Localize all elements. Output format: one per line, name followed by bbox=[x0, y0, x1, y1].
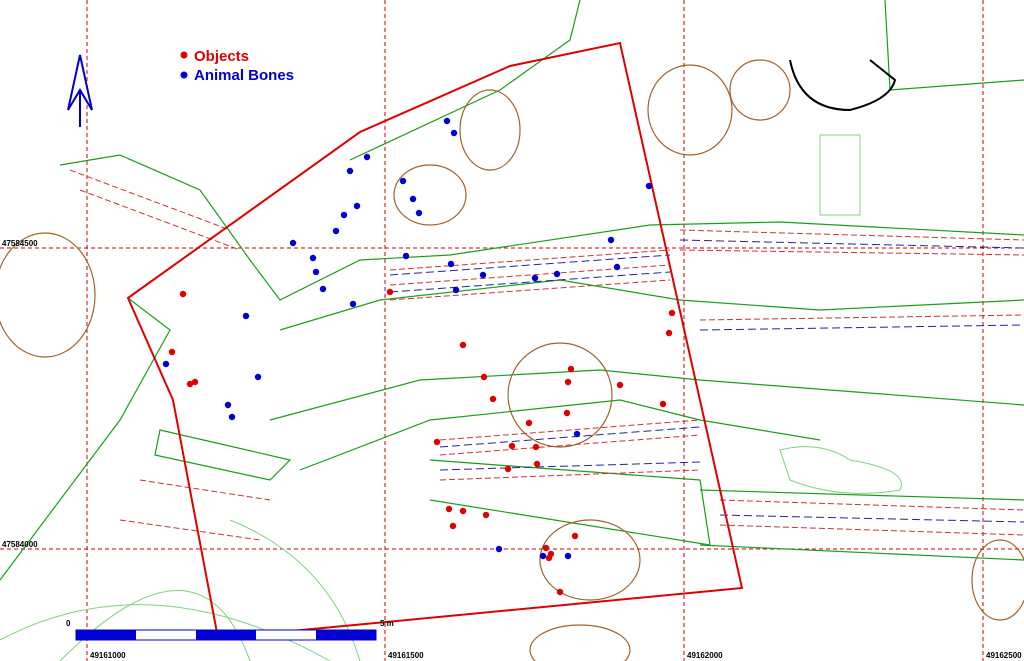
find-point bbox=[480, 373, 488, 381]
find-point bbox=[547, 550, 555, 558]
find-point bbox=[254, 373, 262, 381]
find-point bbox=[532, 443, 540, 451]
find-point bbox=[312, 268, 320, 276]
find-point bbox=[340, 211, 348, 219]
find-point bbox=[567, 365, 575, 373]
find-point bbox=[399, 177, 407, 185]
find-point bbox=[607, 236, 615, 244]
find-point bbox=[162, 360, 170, 368]
find-point bbox=[224, 401, 232, 409]
legend-marker bbox=[180, 51, 188, 59]
find-point bbox=[668, 309, 676, 317]
y-coordinate: 47584500 bbox=[2, 239, 38, 248]
find-point bbox=[495, 545, 503, 553]
find-point bbox=[564, 552, 572, 560]
find-point bbox=[186, 380, 194, 388]
find-point bbox=[415, 209, 423, 217]
find-point bbox=[242, 312, 250, 320]
scale-bar: 0 5 m bbox=[66, 619, 394, 641]
legend-marker bbox=[180, 71, 188, 79]
find-point bbox=[539, 552, 547, 560]
find-point bbox=[564, 378, 572, 386]
find-point bbox=[346, 167, 354, 175]
find-point bbox=[449, 522, 457, 530]
find-point bbox=[349, 300, 357, 308]
find-point bbox=[645, 182, 653, 190]
find-point bbox=[542, 544, 550, 552]
find-point bbox=[573, 430, 581, 438]
y-coordinate: 47584000 bbox=[2, 540, 38, 549]
north-arrow bbox=[67, 54, 93, 127]
find-point bbox=[402, 252, 410, 260]
find-point bbox=[504, 465, 512, 473]
find-point bbox=[531, 274, 539, 282]
find-point bbox=[433, 438, 441, 446]
find-point bbox=[363, 153, 371, 161]
find-point bbox=[228, 413, 236, 421]
find-point bbox=[563, 409, 571, 417]
find-point bbox=[482, 511, 490, 519]
find-point bbox=[556, 588, 564, 596]
find-point bbox=[479, 271, 487, 279]
find-point bbox=[553, 270, 561, 278]
legend-label: Animal Bones bbox=[194, 67, 294, 84]
find-point bbox=[450, 129, 458, 137]
find-point bbox=[409, 195, 417, 203]
find-point bbox=[332, 227, 340, 235]
find-points bbox=[162, 117, 676, 596]
find-point bbox=[309, 254, 317, 262]
find-point bbox=[386, 288, 394, 296]
find-point bbox=[613, 263, 621, 271]
find-point bbox=[616, 381, 624, 389]
find-point bbox=[459, 507, 467, 515]
excavation-boundary bbox=[126, 41, 744, 640]
x-coordinate: 49162000 bbox=[687, 651, 723, 660]
find-point bbox=[489, 395, 497, 403]
find-point bbox=[459, 341, 467, 349]
x-coordinate: 49161500 bbox=[388, 651, 424, 660]
find-point bbox=[447, 260, 455, 268]
find-point bbox=[452, 286, 460, 294]
find-point bbox=[179, 290, 187, 298]
find-point bbox=[508, 442, 516, 450]
find-point bbox=[319, 285, 327, 293]
scale-end: 5 m bbox=[380, 619, 394, 628]
find-point bbox=[525, 419, 533, 427]
scale-start: 0 bbox=[66, 619, 71, 628]
find-point bbox=[289, 239, 297, 247]
find-point bbox=[445, 505, 453, 513]
find-point bbox=[191, 378, 199, 386]
find-point bbox=[533, 460, 541, 468]
find-point bbox=[571, 532, 579, 540]
find-point bbox=[665, 329, 673, 337]
x-coordinate: 49162500 bbox=[986, 651, 1022, 660]
x-coordinate: 49161000 bbox=[90, 651, 126, 660]
find-point bbox=[168, 348, 176, 356]
find-point bbox=[353, 202, 361, 210]
legend: Objects Animal Bones bbox=[180, 48, 294, 84]
find-point bbox=[659, 400, 667, 408]
find-point bbox=[443, 117, 451, 125]
legend-label: Objects bbox=[194, 48, 249, 65]
